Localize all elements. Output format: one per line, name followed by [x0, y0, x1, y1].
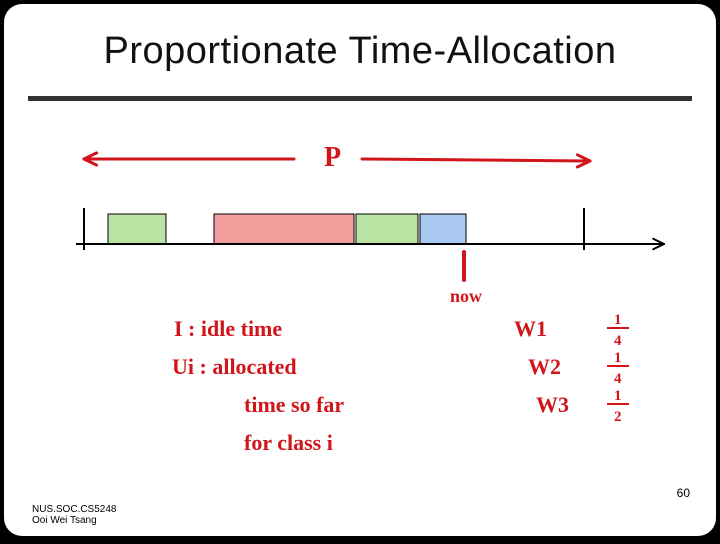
fraction-denominator: 4 [614, 333, 622, 349]
fraction-numerator: 1 [614, 388, 622, 404]
footer-line-1: NUS.SOC.CS5248 [32, 504, 116, 515]
fraction-numerator: 1 [614, 350, 622, 366]
diagram-canvas: Pnow I : idle time Ui : allocated time so f… [4, 4, 716, 536]
weight-label: W2 [528, 354, 561, 379]
period-label: P [324, 142, 341, 173]
title-underline [28, 96, 692, 101]
footer: NUS.SOC.CS5248 Ooi Wei Tsang [32, 504, 116, 526]
weight-label: W1 [514, 316, 547, 341]
fraction-denominator: 4 [614, 371, 622, 387]
timeline-block [214, 214, 354, 244]
slide: Proportionate Time-Allocation Pnow I : id… [4, 4, 716, 536]
footer-line-2: Ooi Wei Tsang [32, 515, 116, 526]
definition-line: Ui : allocated [172, 354, 297, 379]
definition-line: time so far [244, 392, 344, 417]
page-number: 60 [677, 486, 690, 500]
slide-title: Proportionate Time-Allocation [4, 30, 716, 73]
timeline-block [108, 214, 166, 244]
weight-label: W3 [536, 392, 569, 417]
definition-line: for class i [244, 430, 333, 455]
now-label: now [450, 286, 482, 306]
fraction-numerator: 1 [614, 312, 622, 328]
timeline-block [356, 214, 418, 244]
timeline-block [420, 214, 466, 244]
fraction-denominator: 2 [614, 409, 622, 425]
definition-line: I : idle time [174, 316, 282, 341]
